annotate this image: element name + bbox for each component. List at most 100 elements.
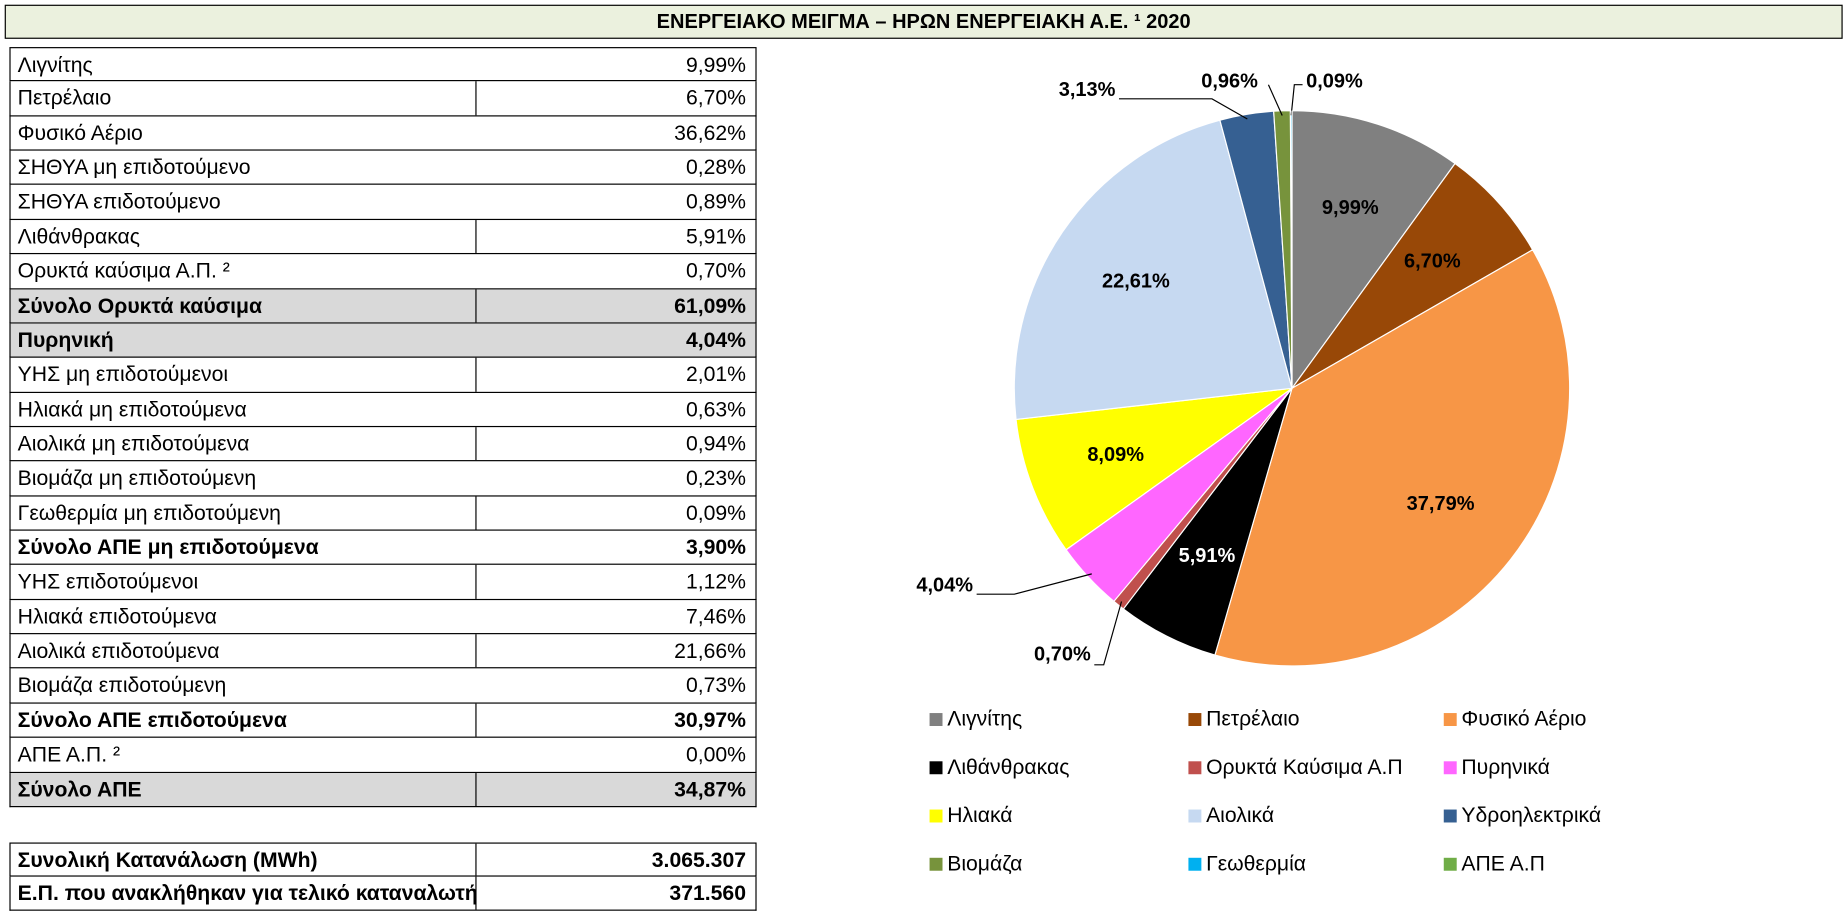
row-value: 30,97% xyxy=(674,708,747,732)
row-value: 6,70% xyxy=(685,86,747,110)
legend-label: Πυρηνικά xyxy=(1461,756,1549,779)
leader-line xyxy=(1290,84,1303,116)
legend-label: Βιομάζα xyxy=(947,852,1022,875)
table-row: Πυρηνική 4,04% xyxy=(9,323,757,358)
legend-swatch xyxy=(1443,809,1457,823)
row-label: ΑΠΕ Α.Π. ² xyxy=(17,742,121,767)
row-label: Πυρηνική xyxy=(17,328,114,352)
legend-swatch xyxy=(1188,761,1202,775)
legend-label: Ορυκτά Καύσιμα Α.Π xyxy=(1206,756,1403,779)
row-label: Λιθάνθρακας xyxy=(17,224,140,249)
row-label: Συνολική Κατανάλωση (MWh) xyxy=(17,848,318,872)
cell-divider xyxy=(475,81,477,115)
row-value: 0,28% xyxy=(685,155,747,179)
table-row: ΥΗΣ επιδοτούμενοι 1,12% xyxy=(9,565,757,600)
legend-swatch xyxy=(1443,713,1457,726)
table-row: Συνολική Κατανάλωση (MWh) 3.065.307 xyxy=(9,842,757,877)
data-label: 0,09% xyxy=(1306,71,1363,93)
leader-line xyxy=(1094,601,1123,666)
cell-divider xyxy=(475,876,477,910)
cell-divider xyxy=(475,634,477,668)
table-row: Σύνολο ΑΠΕ 34,87% xyxy=(9,772,757,808)
legend-swatch xyxy=(1443,761,1457,775)
table-row: Βιομάζα μη επιδοτούμενη 0,23% xyxy=(9,461,757,497)
data-label: 0,70% xyxy=(1034,644,1091,666)
legend-label: Ηλιακά xyxy=(947,804,1012,827)
row-value: 0,09% xyxy=(685,500,747,525)
table-row: Σύνολο ΑΠΕ επιδοτούμενα 30,97% xyxy=(9,703,757,738)
row-value: 34,87% xyxy=(674,777,747,801)
legend-swatch xyxy=(1188,857,1202,871)
legend-label: ΑΠΕ Α.Π xyxy=(1461,852,1544,875)
legend-swatch xyxy=(929,809,943,823)
row-value: 0,63% xyxy=(685,397,747,421)
pie-slice xyxy=(1214,248,1571,667)
table-row: Σύνολο ΑΠΕ μη επιδοτούμενα 3,90% xyxy=(9,530,757,566)
pie-slice xyxy=(1013,119,1293,421)
cell-divider xyxy=(475,357,477,392)
data-label: 4,04% xyxy=(916,574,973,596)
legend-label: Αιολικά xyxy=(1206,804,1274,827)
leader-line xyxy=(1267,84,1283,116)
row-label: ΣΗΘΥΑ μη επιδοτούμενο xyxy=(17,155,251,179)
row-label: Πετρέλαιο xyxy=(17,86,112,110)
row-label: Ορυκτά καύσιμα Α.Π. ² xyxy=(17,259,230,283)
table-row: ΣΗΘΥΑ μη επιδοτούμενο 0,28% xyxy=(9,150,757,186)
row-value: 2,01% xyxy=(685,362,747,387)
row-label: Λιγνίτης xyxy=(17,52,93,77)
leader-line xyxy=(1119,98,1248,120)
row-label: Γεωθερμία μη επιδοτούμενη xyxy=(17,500,281,525)
row-value: 0,00% xyxy=(685,742,747,767)
data-label: 22,61% xyxy=(1102,270,1170,292)
pie-slice xyxy=(1291,162,1534,389)
legend-swatch xyxy=(929,713,943,726)
legend-label: Πετρέλαιο xyxy=(1206,708,1300,731)
row-value: 7,46% xyxy=(685,604,747,629)
cell-divider xyxy=(475,772,477,806)
table-row: Γεωθερμία μη επιδοτούμενη 0,09% xyxy=(9,496,757,531)
legend-swatch xyxy=(1443,857,1457,871)
data-label: 3,13% xyxy=(1059,79,1116,101)
legend-label: Υδροηλεκτρικά xyxy=(1461,804,1601,827)
table-row: Σύνολο Ορυκτά καύσιμα 61,09% xyxy=(9,288,757,324)
row-value: 1,12% xyxy=(685,569,747,594)
table-row: Φυσικό Αέριο 36,62% xyxy=(9,116,757,151)
row-label: Ε.Π. που ανακλήθηκαν για τελικό καταναλω… xyxy=(17,881,478,905)
row-value: 61,09% xyxy=(674,293,747,318)
data-label: 37,79% xyxy=(1407,493,1475,515)
cell-divider xyxy=(475,703,477,737)
row-label: Βιομάζα μη επιδοτούμενη xyxy=(17,466,257,490)
row-value: 9,99% xyxy=(685,52,747,77)
data-label: 8,09% xyxy=(1087,444,1144,466)
table-row: ΥΗΣ μη επιδοτούμενοι 2,01% xyxy=(9,357,757,393)
table-row: Πετρέλαιο 6,70% xyxy=(9,81,757,117)
row-value: 371.560 xyxy=(669,881,747,905)
row-value: 36,62% xyxy=(674,120,747,145)
table-row: ΣΗΘΥΑ επιδοτούμενο 0,89% xyxy=(9,185,757,220)
row-label: Σύνολο ΑΠΕ επιδοτούμενα xyxy=(17,708,287,732)
row-value: 0,70% xyxy=(685,259,747,283)
row-label: ΣΗΘΥΑ επιδοτούμενο xyxy=(17,189,221,214)
data-label: 0,96% xyxy=(1201,71,1258,93)
legend-label: Γεωθερμία xyxy=(1206,852,1306,875)
cell-divider xyxy=(475,427,477,461)
row-label: ΥΗΣ μη επιδοτούμενοι xyxy=(17,362,229,387)
row-value: 4,04% xyxy=(685,328,747,352)
row-label: Αιολικά επιδοτούμενα xyxy=(17,639,220,663)
legend-swatch xyxy=(1188,809,1202,823)
row-value: 0,23% xyxy=(685,466,747,490)
cell-divider xyxy=(475,219,477,254)
legend-swatch xyxy=(929,761,943,775)
legend-swatch xyxy=(929,857,943,871)
row-label: Ηλιακά επιδοτούμενα xyxy=(17,604,217,629)
row-value: 3,90% xyxy=(685,535,747,559)
table-row: Βιομάζα επιδοτούμενη 0,73% xyxy=(9,668,757,704)
pie-slice xyxy=(1015,387,1295,551)
row-value: 21,66% xyxy=(674,639,747,663)
row-value: 0,73% xyxy=(685,673,747,698)
row-label: Σύνολο ΑΠΕ xyxy=(17,777,142,801)
sheet-title: ΕΝΕΡΓΕΙΑΚΟ ΜΕΙΓΜΑ – ΗΡΩΝ ΕΝΕΡΓΕΙΑΚΗ Α.Ε.… xyxy=(4,4,1843,39)
row-label: Σύνολο Ορυκτά καύσιμα xyxy=(17,293,263,318)
